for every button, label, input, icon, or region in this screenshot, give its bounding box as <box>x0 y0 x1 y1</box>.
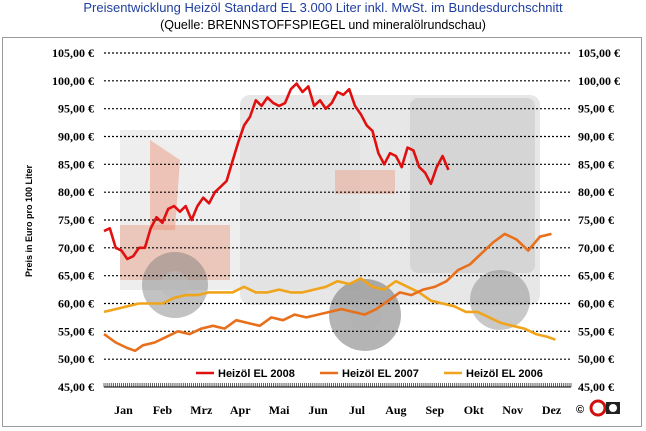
x-tick-label: Okt <box>464 403 484 417</box>
series-line-1 <box>103 232 552 353</box>
y-axis-left: 45,00 € 50,00 € 55,00 € 60,00 € 65,00 € 70,00… <box>52 46 94 394</box>
y-tick-label-right: 65,00 € <box>578 269 614 283</box>
y-axis-right: 45,00 € 50,00 € 55,00 € 60,00 € 65,00 € 70,00… <box>578 46 620 394</box>
x-tick-label: Sep <box>425 403 444 417</box>
y-tick-label-right: 75,00 € <box>578 213 614 227</box>
x-tick-label: Jul <box>349 403 366 417</box>
x-tick-label: Feb <box>153 403 173 417</box>
x-tick-label: Jan <box>114 403 133 417</box>
legend-label: Heizöl EL 2008 <box>218 368 295 380</box>
logo-dot-icon <box>609 404 617 412</box>
y-tick-label-right: 90,00 € <box>578 130 614 144</box>
legend: Heizöl EL 2008 Heizöl EL 2007 Heizöl EL 20… <box>196 368 543 380</box>
y-tick-label-left: 80,00 € <box>58 185 94 199</box>
copyright-logo: © <box>576 399 620 417</box>
truck-background-image <box>120 95 540 351</box>
y-tick-label-left: 60,00 € <box>58 297 94 311</box>
y-tick-label-left: 105,00 € <box>52 46 94 60</box>
y-axis-label: Preis in Euro pro 100 Liter <box>24 164 34 277</box>
chart-subtitle: (Quelle: BRENNSTOFFSPIEGEL und mineralöl… <box>160 18 486 32</box>
x-tick-label: Nov <box>502 403 523 417</box>
y-tick-label-right: 70,00 € <box>578 241 614 255</box>
series-line-0 <box>103 82 450 261</box>
y-tick-label-right: 80,00 € <box>578 185 614 199</box>
y-tick-label-right: 55,00 € <box>578 324 614 338</box>
legend-label: Heizöl EL 2007 <box>342 368 419 380</box>
y-tick-label-right: 60,00 € <box>578 297 614 311</box>
series-lines <box>103 82 556 353</box>
y-tick-label-right: 85,00 € <box>578 157 614 171</box>
y-tick-label-right: 95,00 € <box>578 102 614 116</box>
y-tick-label-left: 90,00 € <box>58 130 94 144</box>
legend-label: Heizöl EL 2006 <box>466 368 543 380</box>
copyright-symbol: © <box>576 404 584 416</box>
x-tick-label: Jun <box>308 403 328 417</box>
x-tick-label: Aug <box>385 403 406 417</box>
y-tick-label-left: 95,00 € <box>58 102 94 116</box>
chart-title: Preisentwicklung Heizöl Standard EL 3.00… <box>83 0 563 15</box>
logo-ring-icon <box>589 399 607 417</box>
y-tick-label-left: 100,00 € <box>52 74 94 88</box>
x-tick-label: Dez <box>542 403 562 417</box>
grid-lines <box>104 52 571 360</box>
y-tick-label-right: 105,00 € <box>578 46 620 60</box>
y-tick-label-left: 65,00 € <box>58 269 94 283</box>
y-tick-label-right: 100,00 € <box>578 74 620 88</box>
y-tick-label-left: 55,00 € <box>58 324 94 338</box>
y-tick-label-left: 75,00 € <box>58 213 94 227</box>
x-tick-label: Apr <box>230 403 251 417</box>
y-tick-label-left: 70,00 € <box>58 241 94 255</box>
x-tick-label: Mrz <box>190 403 213 417</box>
y-tick-label-right: 45,00 € <box>578 380 614 394</box>
x-tick-label: Mai <box>269 403 290 417</box>
y-tick-label-right: 50,00 € <box>578 352 614 366</box>
y-tick-label-left: 50,00 € <box>58 352 94 366</box>
y-tick-label-left: 85,00 € <box>58 157 94 171</box>
series-line-2 <box>103 277 556 341</box>
y-tick-label-left: 45,00 € <box>58 380 94 394</box>
x-axis: Jan Feb Mrz Apr Mai Jun Jul Aug Sep Okt Nov Dez <box>103 383 572 417</box>
chart-frame <box>2 37 642 427</box>
